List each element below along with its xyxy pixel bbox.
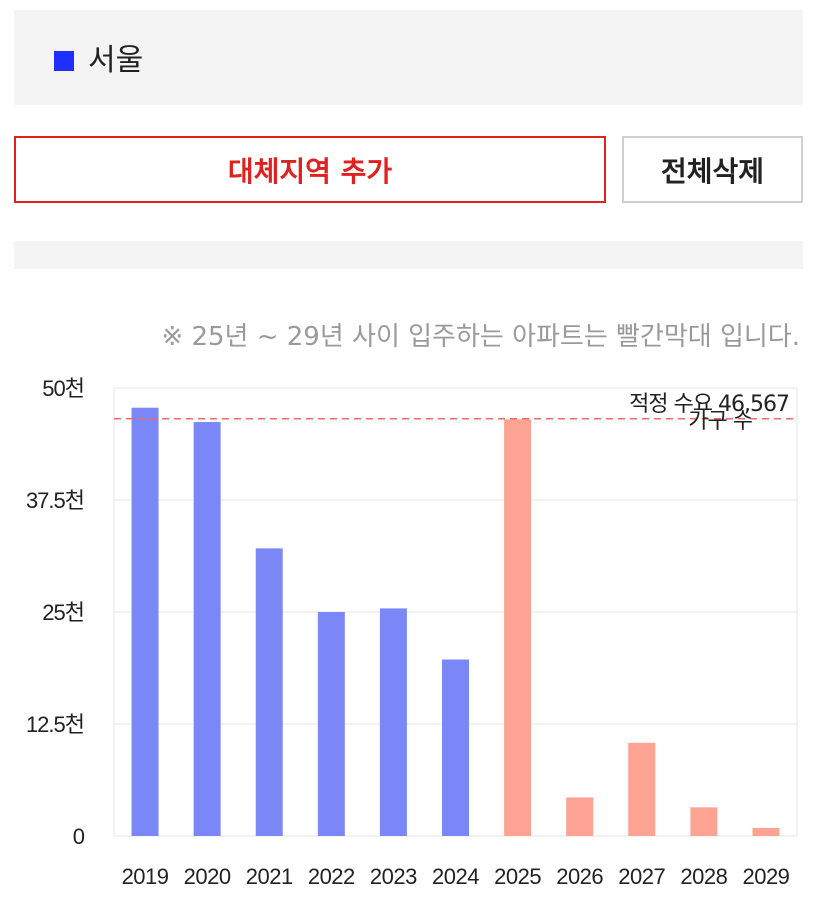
target-demand-unit: 가구 수 [688, 409, 752, 434]
y-tick-label: 50천 [42, 376, 84, 401]
bar-2027[interactable] [628, 742, 656, 836]
x-tick-label: 2026 [556, 864, 603, 889]
region-item-seoul[interactable]: 서울 [54, 46, 143, 76]
chart-note: ※ 25년 ~ 29년 사이 입주하는 아파트는 빨간막대 입니다. [161, 322, 800, 352]
y-tick-label: 12.5천 [26, 712, 84, 737]
x-tick-label: 2020 [184, 864, 231, 889]
y-tick-label: 37.5천 [26, 488, 84, 513]
bar-2028[interactable] [690, 807, 718, 836]
bar-2024[interactable] [442, 659, 469, 836]
bar-2020[interactable] [193, 422, 221, 836]
bar-2023[interactable] [379, 608, 407, 836]
x-tick-label: 2022 [308, 864, 355, 889]
target-demand-label: 적정 수요 46,567 [629, 392, 789, 417]
x-tick-label: 2023 [370, 864, 417, 889]
x-tick-label: 2028 [680, 864, 727, 889]
x-tick-label: 2024 [432, 864, 479, 889]
bar-2026[interactable] [566, 797, 594, 836]
chart-bars [131, 407, 780, 836]
y-tick-label: 25천 [42, 600, 84, 625]
bar-2019[interactable] [131, 407, 159, 836]
x-tick-label: 2029 [742, 864, 789, 889]
selected-region-panel: 서울 [14, 10, 803, 105]
x-axis-ticks: 2019 2020 2021 2022 2023 2024 2025 2026 2027 2028… [122, 864, 791, 889]
add-alternative-region-button[interactable]: 대체지역 추가 [14, 136, 606, 203]
bar-2022[interactable] [317, 612, 345, 836]
region-color-swatch [54, 51, 74, 71]
section-divider [14, 241, 803, 269]
region-label: 서울 [88, 43, 144, 78]
x-tick-label: 2019 [122, 864, 169, 889]
bar-2025[interactable] [504, 419, 532, 836]
x-tick-label: 2021 [246, 864, 293, 889]
y-axis-ticks: 0 12.5천 25천 37.5천 50천 [26, 376, 86, 849]
x-tick-label: 2025 [494, 864, 541, 889]
x-tick-label: 2027 [618, 864, 665, 889]
y-tick-label: 0 [73, 824, 85, 849]
delete-all-button[interactable]: 전체삭제 [622, 136, 803, 203]
bar-2021[interactable] [255, 548, 283, 836]
bar-2029[interactable] [752, 827, 780, 836]
